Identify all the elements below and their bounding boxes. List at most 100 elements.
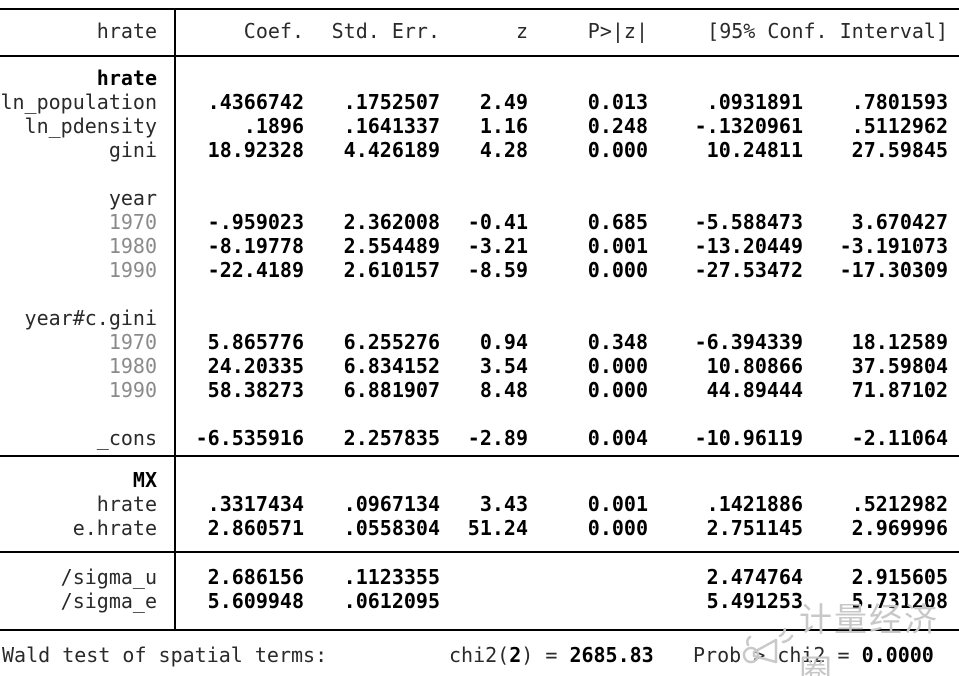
cell-value: .1752507 [343, 90, 440, 114]
table-row: hrate [0, 66, 959, 90]
cell-value [648, 162, 803, 186]
table-header: hrate Coef. Std. Err. z P>|z| [95% Conf.… [0, 19, 959, 43]
table-row: gini 18.92328 4.426189 4.28 0.000 10.24811 27.… [0, 138, 959, 162]
row-label [0, 402, 176, 426]
wald-test-label: Wald test of spatial terms: [2, 643, 328, 667]
cell-value: 0.000 [587, 258, 648, 282]
row-label: 1980 [108, 354, 157, 378]
chi2-statistic: chi2(2) = 2685.83 [449, 643, 654, 667]
cell-value: .0967134 [343, 492, 440, 516]
cell-value [440, 66, 528, 90]
cell-value: 58.38273 [207, 378, 304, 402]
cell-value [176, 162, 304, 186]
cell-value: 2.686156 [207, 565, 304, 589]
cell-value: -3.191073 [839, 234, 948, 258]
cell-value [176, 468, 304, 492]
cell-value [304, 306, 440, 330]
cell-value: 0.001 [587, 234, 648, 258]
table-row: year#c.gini [0, 306, 959, 330]
row-label: 1970 [108, 330, 157, 354]
cell-value: -8.19778 [207, 234, 304, 258]
row-label: ln_population [0, 90, 157, 114]
cell-value [528, 66, 648, 90]
row-label: hrate [96, 66, 157, 90]
cell-value: 4.28 [479, 138, 528, 162]
cell-value: 0.001 [587, 492, 648, 516]
cell-value: 44.89444 [706, 378, 803, 402]
cell-value [648, 468, 803, 492]
cell-value: .1421886 [706, 492, 803, 516]
cell-value [528, 589, 648, 613]
section-coefficients: hrate ln_population .4366742 .1752507 2.49 0.… [0, 66, 959, 450]
cell-value [648, 186, 803, 210]
row-label: /sigma_e [60, 589, 157, 613]
table-row: hrate .3317434 .0967134 3.43 0.001 .1421886 .5… [0, 492, 959, 516]
cell-value [648, 402, 803, 426]
header-depvar: hrate [96, 19, 157, 43]
cell-value: -2.89 [467, 426, 528, 450]
megaphone-icon [740, 618, 796, 675]
cell-value [440, 468, 528, 492]
cell-value: 3.670427 [851, 210, 948, 234]
row-label [0, 282, 176, 306]
cell-value: -6.535916 [195, 426, 304, 450]
cell-value: .1896 [243, 114, 304, 138]
rule-top [0, 8, 959, 10]
cell-value [803, 282, 959, 306]
chi2-equals: ) = [521, 643, 570, 667]
cell-value [648, 306, 803, 330]
watermark: 计量经济圈 [740, 594, 959, 676]
cell-value: .5112962 [851, 114, 948, 138]
row-label: /sigma_u [60, 565, 157, 589]
cell-value [440, 402, 528, 426]
table-row: 1980 -8.19778 2.554489 -3.21 0.001 -13.20449 -… [0, 234, 959, 258]
cell-value: 8.48 [479, 378, 528, 402]
header-pvalue: P>|z| [587, 19, 648, 43]
cell-value [304, 162, 440, 186]
table-row [0, 282, 959, 306]
cell-value: 6.881907 [343, 378, 440, 402]
chi2-prefix: chi2( [449, 643, 510, 667]
cell-value: 0.000 [587, 516, 648, 540]
cell-value: 5.491253 [706, 589, 803, 613]
row-label: year [108, 186, 157, 210]
cell-value [528, 565, 648, 589]
cell-value: 4.426189 [343, 138, 440, 162]
cell-value: 27.59845 [851, 138, 948, 162]
table-row: /sigma_e 5.609948 .0612095 5.491253 5.731208 [0, 589, 959, 613]
cell-value [528, 282, 648, 306]
cell-value: -2.11064 [851, 426, 948, 450]
cell-value [648, 282, 803, 306]
cell-value: 3.43 [479, 492, 528, 516]
cell-value [440, 162, 528, 186]
cell-value: 18.92328 [207, 138, 304, 162]
cell-value: 0.248 [587, 114, 648, 138]
cell-value [176, 282, 304, 306]
table-row [0, 162, 959, 186]
cell-value: -22.4189 [207, 258, 304, 282]
cell-value: -3.21 [467, 234, 528, 258]
cell-value: .1641337 [343, 114, 440, 138]
cell-value [528, 306, 648, 330]
cell-value [803, 468, 959, 492]
cell-value: 3.54 [479, 354, 528, 378]
cell-value [803, 186, 959, 210]
cell-value: 10.24811 [706, 138, 803, 162]
cell-value [528, 402, 648, 426]
cell-value: .0931891 [706, 90, 803, 114]
table-row: ln_population .4366742 .1752507 2.49 0.013 .0… [0, 90, 959, 114]
cell-value [440, 565, 528, 589]
table-row: year [0, 186, 959, 210]
row-label: year#c.gini [24, 306, 157, 330]
row-label: 1980 [108, 234, 157, 258]
cell-value [304, 66, 440, 90]
header-stderr: Std. Err. [331, 19, 440, 43]
cell-value [803, 162, 959, 186]
rule-bottom [0, 629, 959, 631]
cell-value: .7801593 [851, 90, 948, 114]
cell-value: .0558304 [343, 516, 440, 540]
cell-value: .3317434 [207, 492, 304, 516]
cell-value: 2.49 [479, 90, 528, 114]
cell-value: -8.59 [467, 258, 528, 282]
cell-value [440, 282, 528, 306]
